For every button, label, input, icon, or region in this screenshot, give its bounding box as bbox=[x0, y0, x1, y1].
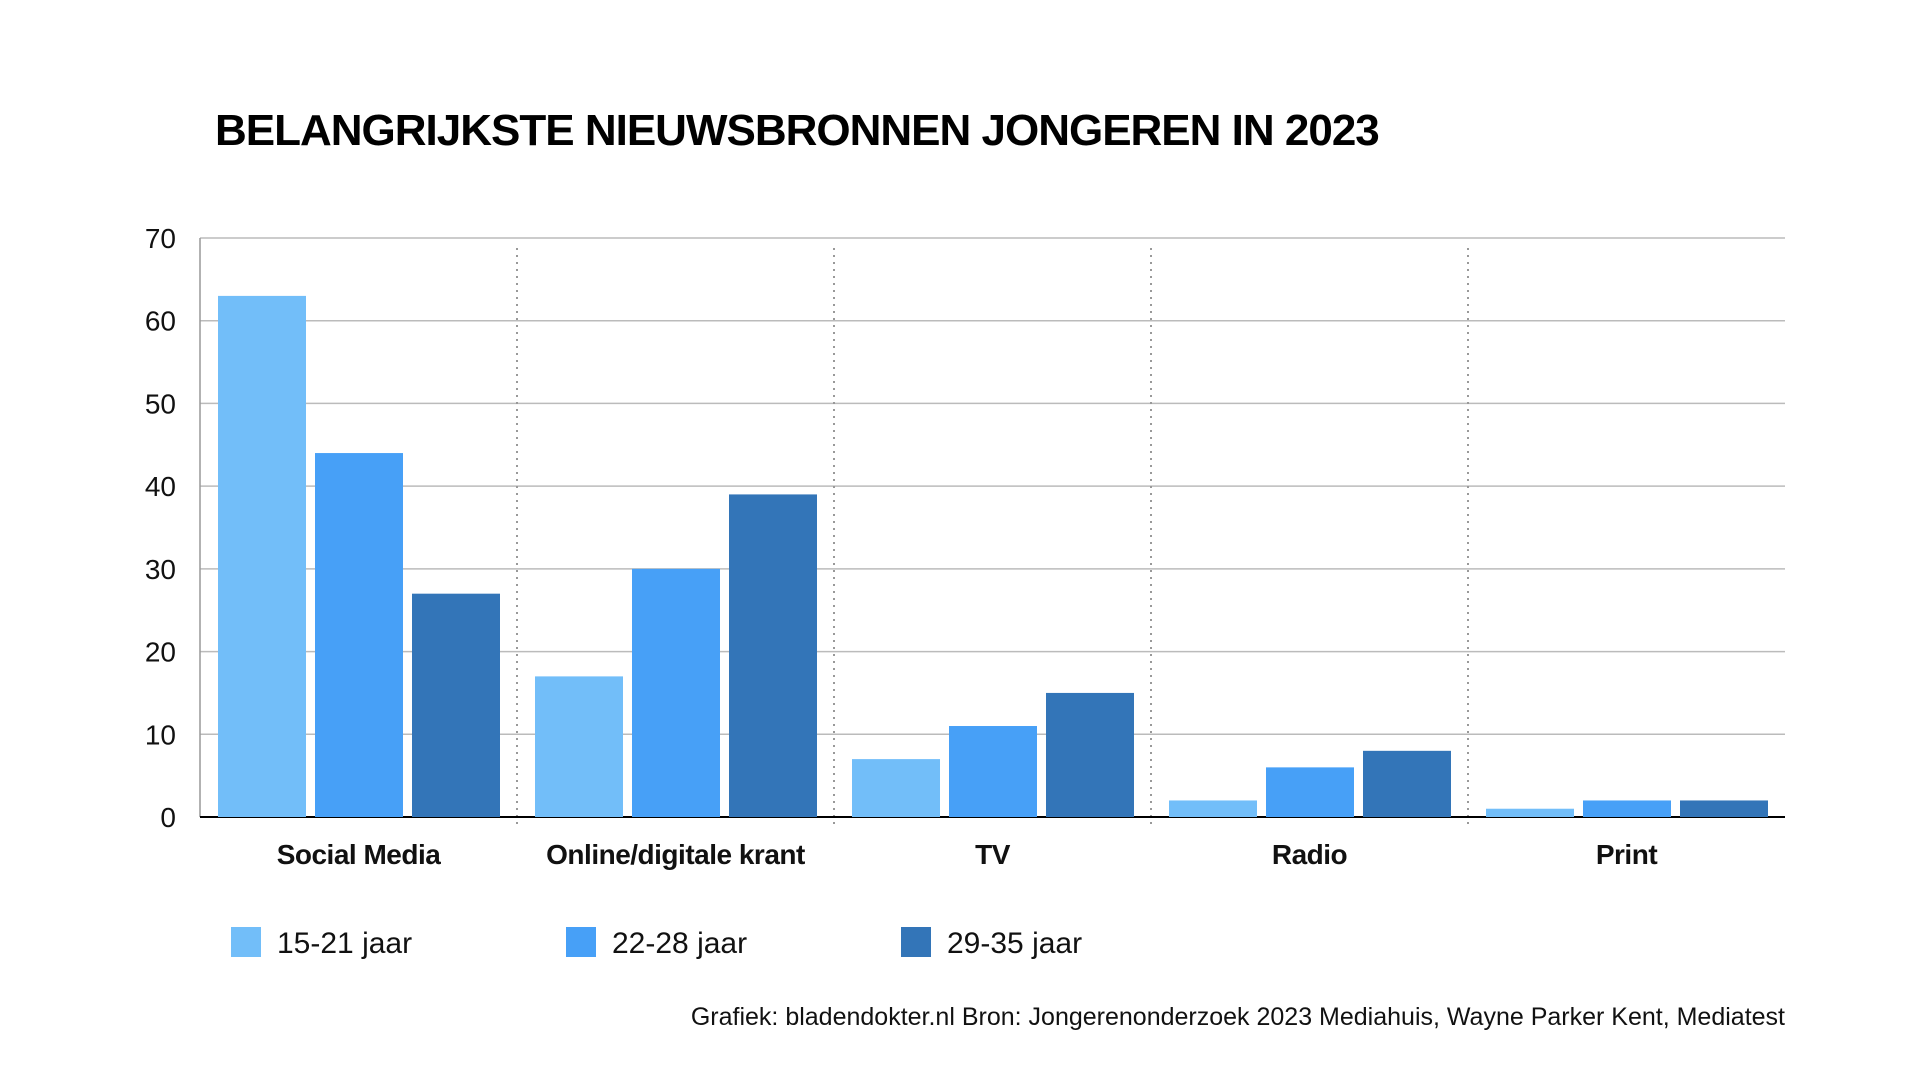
bar-social-media-29-35- bbox=[412, 593, 500, 817]
bar-online-digitale-krant-29-35- bbox=[729, 494, 817, 817]
x-tick-label: Online/digitale krant bbox=[546, 839, 805, 870]
y-tick-label: 70 bbox=[145, 223, 176, 254]
bar-print-15-21- bbox=[1486, 808, 1574, 817]
y-tick-label: 60 bbox=[145, 306, 176, 337]
legend-label: 29-35 jaar bbox=[947, 927, 1082, 960]
bar-radio-22-28- bbox=[1266, 767, 1354, 817]
x-tick-label: TV bbox=[975, 839, 1011, 870]
y-tick-label: 0 bbox=[160, 802, 176, 833]
bar-print-22-28- bbox=[1583, 800, 1671, 817]
bar-social-media-15-21- bbox=[218, 295, 306, 817]
bar-tv-29-35- bbox=[1046, 692, 1134, 817]
y-tick-label: 50 bbox=[145, 388, 176, 419]
bar-tv-22-28- bbox=[949, 726, 1037, 817]
y-tick-label: 30 bbox=[145, 554, 176, 585]
legend-label: 22-28 jaar bbox=[612, 927, 747, 960]
y-tick-label: 20 bbox=[145, 637, 176, 668]
y-tick-label: 40 bbox=[145, 471, 176, 502]
bar-online-digitale-krant-22-28- bbox=[632, 568, 720, 817]
legend-swatch bbox=[231, 927, 261, 957]
x-tick-label: Radio bbox=[1272, 839, 1348, 870]
bar-radio-29-35- bbox=[1363, 750, 1451, 817]
legend-swatch bbox=[901, 927, 931, 957]
chart-title: BELANGRIJKSTE NIEUWSBRONNEN JONGEREN IN … bbox=[215, 106, 1379, 155]
bar-online-digitale-krant-15-21- bbox=[535, 676, 623, 817]
y-tick-label: 10 bbox=[145, 719, 176, 750]
x-tick-label: Social Media bbox=[277, 839, 442, 870]
bar-print-29-35- bbox=[1680, 800, 1768, 817]
bar-tv-15-21- bbox=[852, 759, 940, 817]
source-note: Grafiek: bladendokter.nl Bron: Jongereno… bbox=[691, 1003, 1785, 1031]
bar-radio-15-21- bbox=[1169, 800, 1257, 817]
bar-social-media-22-28- bbox=[315, 453, 403, 817]
legend-swatch bbox=[566, 927, 596, 957]
x-tick-label: Print bbox=[1596, 839, 1657, 870]
legend-label: 15-21 jaar bbox=[277, 927, 412, 960]
